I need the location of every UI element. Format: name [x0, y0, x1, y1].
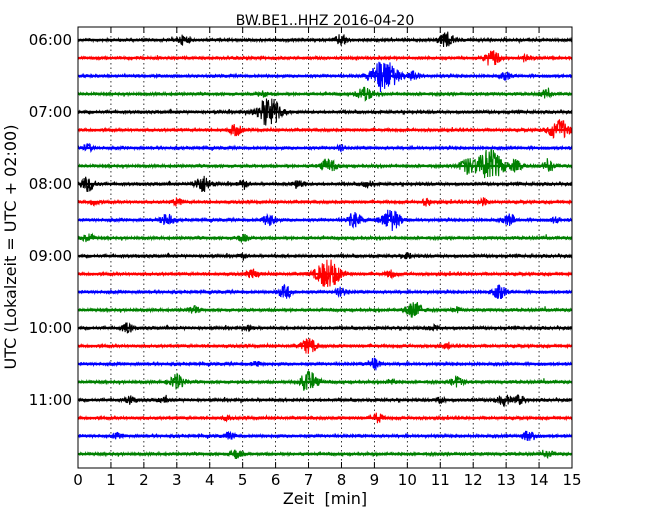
x-tick-label: 6 — [271, 471, 281, 489]
x-tick-label: 10 — [398, 471, 417, 489]
x-tick-label: 4 — [205, 471, 215, 489]
trace-0715 — [77, 119, 573, 139]
y-tick-label: 07:00 — [29, 103, 72, 121]
x-tick-label: 14 — [530, 471, 549, 489]
x-tick-label: 8 — [337, 471, 347, 489]
seismogram-traces — [77, 31, 573, 460]
x-tick-label: 13 — [497, 471, 516, 489]
x-tick-label: 12 — [464, 471, 483, 489]
x-tick-label: 3 — [172, 471, 182, 489]
x-tick-label: 0 — [73, 471, 83, 489]
x-axis-label: Zeit [min] — [283, 489, 367, 508]
x-tick-label: 7 — [304, 471, 314, 489]
y-tick-label: 08:00 — [29, 175, 72, 193]
chart-title: BW.BE1..HHZ 2016-04-20 — [236, 13, 415, 29]
plot-frame — [77, 26, 573, 469]
x-tick-label: 1 — [106, 471, 116, 489]
x-tick-label: 2 — [139, 471, 149, 489]
x-tick-label: 15 — [562, 471, 581, 489]
x-axis-ticks: 0 1 2 3 4 5 6 7 8 9 10 11 12 13 14 15 — [73, 27, 582, 489]
y-axis-label: UTC (Lokalzeit = UTC + 02:00) — [1, 125, 20, 370]
x-gridlines — [110, 27, 540, 468]
x-tick-label: 5 — [238, 471, 248, 489]
x-tick-label: 11 — [431, 471, 450, 489]
x-tick-label: 9 — [370, 471, 380, 489]
y-tick-label: 11:00 — [29, 391, 72, 409]
y-tick-label: 10:00 — [29, 319, 72, 337]
trace-0745 — [77, 149, 573, 179]
y-tick-label: 06:00 — [29, 31, 72, 49]
trace-1045 — [77, 370, 573, 391]
y-axis-ticks: 06:00 07:00 08:00 09:00 10:00 11:00 — [29, 31, 572, 409]
y-tick-label: 09:00 — [29, 247, 72, 265]
